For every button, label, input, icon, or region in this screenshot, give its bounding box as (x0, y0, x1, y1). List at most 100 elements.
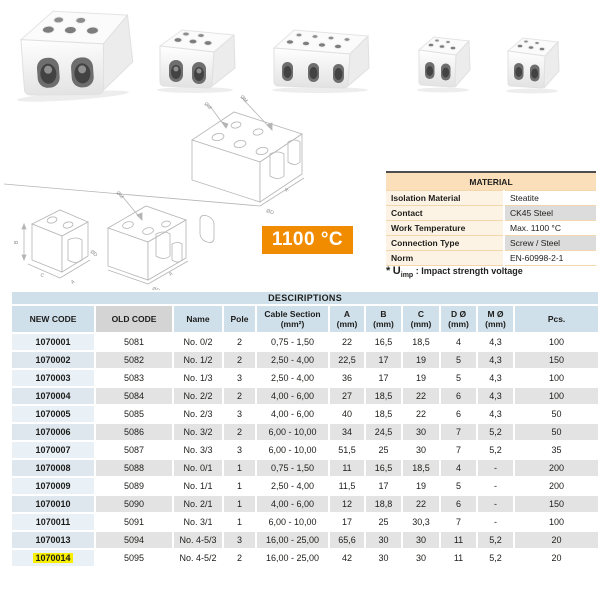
cell: 11 (439, 548, 478, 568)
cell: 16,00 - 25,00 (255, 548, 330, 568)
cell: 1070008 (10, 458, 96, 478)
cell: 42 (328, 548, 366, 568)
cell: No. 1/1 (172, 476, 224, 496)
cell: 36 (328, 368, 366, 388)
material-value: Max. 1100 °C (504, 220, 596, 236)
cell: No. 4-5/2 (172, 548, 224, 568)
cell: 6 (439, 386, 478, 406)
cell: 100 (512, 386, 600, 406)
cell: No. 2/3 (172, 404, 224, 424)
table-row: 1070013 5094 No. 4-5/3 3 16,00 - 25,00 65,6 30… (10, 530, 600, 550)
product-photo-small-2pole-a (417, 36, 471, 93)
product-photo-large-2pole (17, 10, 134, 102)
cell: 17 (364, 350, 403, 370)
material-value: CK45 Steel (504, 205, 596, 221)
cell: 150 (512, 350, 600, 370)
cell: 5,2 (476, 422, 515, 442)
cell: No. 4-5/3 (172, 530, 224, 550)
cell: 6,00 - 10,00 (255, 440, 330, 460)
cell: No. 2/2 (172, 386, 224, 406)
cell: 34 (328, 422, 366, 442)
uimp-footnote: * Uimp : Impact strength voltage (386, 265, 523, 279)
cell: 100 (512, 512, 600, 532)
cell: 5094 (94, 530, 174, 550)
cell: 2,50 - 4,00 (255, 368, 330, 388)
material-header-row: MATERIAL (386, 172, 596, 191)
dim-label-a1: A (70, 279, 76, 286)
dim-label-m1: ØM (115, 190, 125, 200)
cell: 4,3 (476, 350, 515, 370)
cell: 2,50 - 4,00 (255, 476, 330, 496)
material-row: Contact CK45 Steel (386, 205, 596, 221)
cell: 2,50 - 4,00 (255, 350, 330, 370)
cell: 12 (328, 494, 366, 514)
cell: 5086 (94, 422, 174, 442)
cell: 50 (512, 422, 600, 442)
cell: 18,5 (401, 332, 441, 352)
cell: No. 2/1 (172, 494, 224, 514)
cell: 17 (328, 512, 366, 532)
cell: 25 (364, 440, 403, 460)
cell: 5089 (94, 476, 174, 496)
material-label: Connection Type (386, 235, 505, 251)
cell: 50 (512, 404, 600, 424)
cell: 6,00 - 10,00 (255, 512, 330, 532)
cell: 5 (439, 476, 478, 496)
cell: 30,3 (401, 512, 441, 532)
material-row: Norm EN-60998-2-1 (386, 250, 596, 266)
cell: 40 (328, 404, 366, 424)
cell: 100 (512, 332, 600, 352)
cell: 0,75 - 1,50 (255, 332, 330, 352)
drawing-1pole (21, 209, 91, 279)
material-row: Isolation Material Steatite (386, 190, 596, 206)
cell: 20 (512, 530, 600, 550)
column-header-row: NEW CODE OLD CODE Name Pole Cable Sectio… (10, 304, 600, 334)
cell: 4,3 (476, 404, 515, 424)
cell: 24,5 (364, 422, 403, 442)
cell: 5083 (94, 368, 174, 388)
cell: 11,5 (328, 476, 366, 496)
cell: 17 (364, 368, 403, 388)
product-photo-medium-2pole (157, 29, 236, 93)
material-label: Contact (386, 205, 505, 221)
footnote-symbol: U (392, 265, 401, 277)
cell: 2 (222, 350, 257, 370)
cell: 3 (222, 530, 257, 550)
cell: 16,5 (364, 458, 403, 478)
cell: No. 0/2 (172, 332, 224, 352)
cell: 18,5 (401, 458, 441, 478)
cell: 4,00 - 6,00 (255, 404, 330, 424)
cell: 11 (439, 530, 478, 550)
cell: 5088 (94, 458, 174, 478)
table-row: 1070010 5090 No. 2/1 1 4,00 - 6,00 12 18,8 22 6-… (10, 494, 600, 514)
cell: 4 (439, 458, 478, 478)
cell: 35 (512, 440, 600, 460)
cell: 1070009 (10, 476, 96, 496)
cell: 7 (439, 512, 478, 532)
cell: - (476, 494, 515, 514)
material-title: MATERIAL (386, 172, 596, 191)
cell: 30 (401, 440, 441, 460)
material-label: Norm (386, 250, 505, 266)
col-header-pcs: Pcs. (512, 304, 600, 334)
cell: 16,00 - 25,00 (255, 530, 330, 550)
cell: 4 (439, 332, 478, 352)
cell: 5,2 (476, 548, 515, 568)
cell: 5090 (94, 494, 174, 514)
drawing-3pole (4, 97, 305, 244)
col-header-d: D Ø (mm) (439, 304, 478, 334)
table-row: 1070011 5091 No. 3/1 1 6,00 - 10,00 17 25 30,3 7… (10, 512, 600, 532)
cell: 1070004 (10, 386, 96, 406)
table-row: 1070007 5087 No. 3/3 3 6,00 - 10,00 51,5 25 30 7… (10, 440, 600, 460)
material-value: EN-60998-2-1 (504, 250, 596, 266)
cell: 6,00 - 10,00 (255, 422, 330, 442)
cell: 5,2 (476, 530, 515, 550)
cell: 30 (364, 548, 403, 568)
cell: 3 (222, 368, 257, 388)
cell: 1 (222, 512, 257, 532)
cell: 5 (439, 368, 478, 388)
material-table: MATERIAL Isolation Material Steatite Con… (386, 171, 596, 266)
cell: 6 (439, 494, 478, 514)
cell: 200 (512, 476, 600, 496)
footnote-subscript: imp (400, 271, 414, 279)
